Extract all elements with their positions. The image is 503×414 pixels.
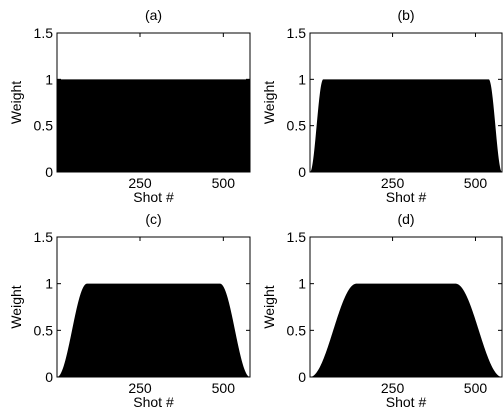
- x-tick-label: 500: [464, 175, 488, 191]
- panel-1: 0 0.5 1 1.5 250 500 Shot # Weight (a): [8, 7, 251, 205]
- weight-area-3: [57, 283, 250, 377]
- panel-3: 0 0.5 1 1.5 250 500 Shot # Weight (c): [8, 211, 251, 410]
- axes-frame-4: [309, 236, 503, 378]
- y-tick-label: 0: [45, 369, 53, 385]
- y-tick-label: 0: [298, 369, 306, 385]
- x-axis-label: Shot #: [386, 394, 427, 410]
- x-tick-label: 250: [128, 380, 152, 396]
- y-axis-label: Weight: [261, 81, 277, 124]
- weight-area-2: [310, 79, 502, 172]
- x-tick-label: 250: [381, 380, 405, 396]
- x-tick-label: 500: [212, 380, 236, 396]
- panel-title: (d): [397, 211, 414, 227]
- axes-frame-1: [56, 32, 251, 173]
- x-axis-label: Shot #: [386, 189, 427, 205]
- x-axis-label: Shot #: [133, 394, 174, 410]
- y-tick-label: 0.5: [34, 118, 54, 134]
- y-tick-label: 0: [45, 164, 53, 180]
- x-tick-label: 250: [381, 175, 405, 191]
- y-tick-label: 0.5: [287, 322, 307, 338]
- panel-4: 0 0.5 1 1.5 250 500 Shot # Weight (d): [261, 211, 503, 410]
- weight-area-4: [310, 283, 502, 377]
- x-axis-label: Shot #: [133, 189, 174, 205]
- y-tick-label: 1: [45, 71, 53, 87]
- y-tick-label: 1.5: [34, 25, 54, 41]
- x-tick-label: 500: [464, 380, 488, 396]
- panel-title: (c): [145, 211, 161, 227]
- weight-area-1: [57, 79, 250, 172]
- x-tick-label: 500: [212, 175, 236, 191]
- axes-frame-3: [56, 236, 251, 378]
- panel-title: (b): [397, 7, 414, 23]
- y-tick-label: 0.5: [34, 322, 54, 338]
- y-tick-label: 0.5: [287, 118, 307, 134]
- panel-2: 0 0.5 1 1.5 250 500 Shot # Weight (b): [261, 7, 503, 205]
- y-axis-label: Weight: [8, 81, 24, 124]
- y-axis-label: Weight: [8, 285, 24, 328]
- panel-title: (a): [145, 7, 162, 23]
- y-tick-label: 1: [298, 276, 306, 292]
- x-tick-label: 250: [128, 175, 152, 191]
- y-tick-label: 1: [298, 71, 306, 87]
- y-tick-label: 1.5: [34, 229, 54, 245]
- y-tick-label: 1: [45, 276, 53, 292]
- y-tick-label: 1.5: [287, 229, 307, 245]
- y-tick-label: 1.5: [287, 25, 307, 41]
- y-tick-label: 0: [298, 164, 306, 180]
- y-axis-label: Weight: [261, 285, 277, 328]
- axes-frame-2: [309, 32, 503, 173]
